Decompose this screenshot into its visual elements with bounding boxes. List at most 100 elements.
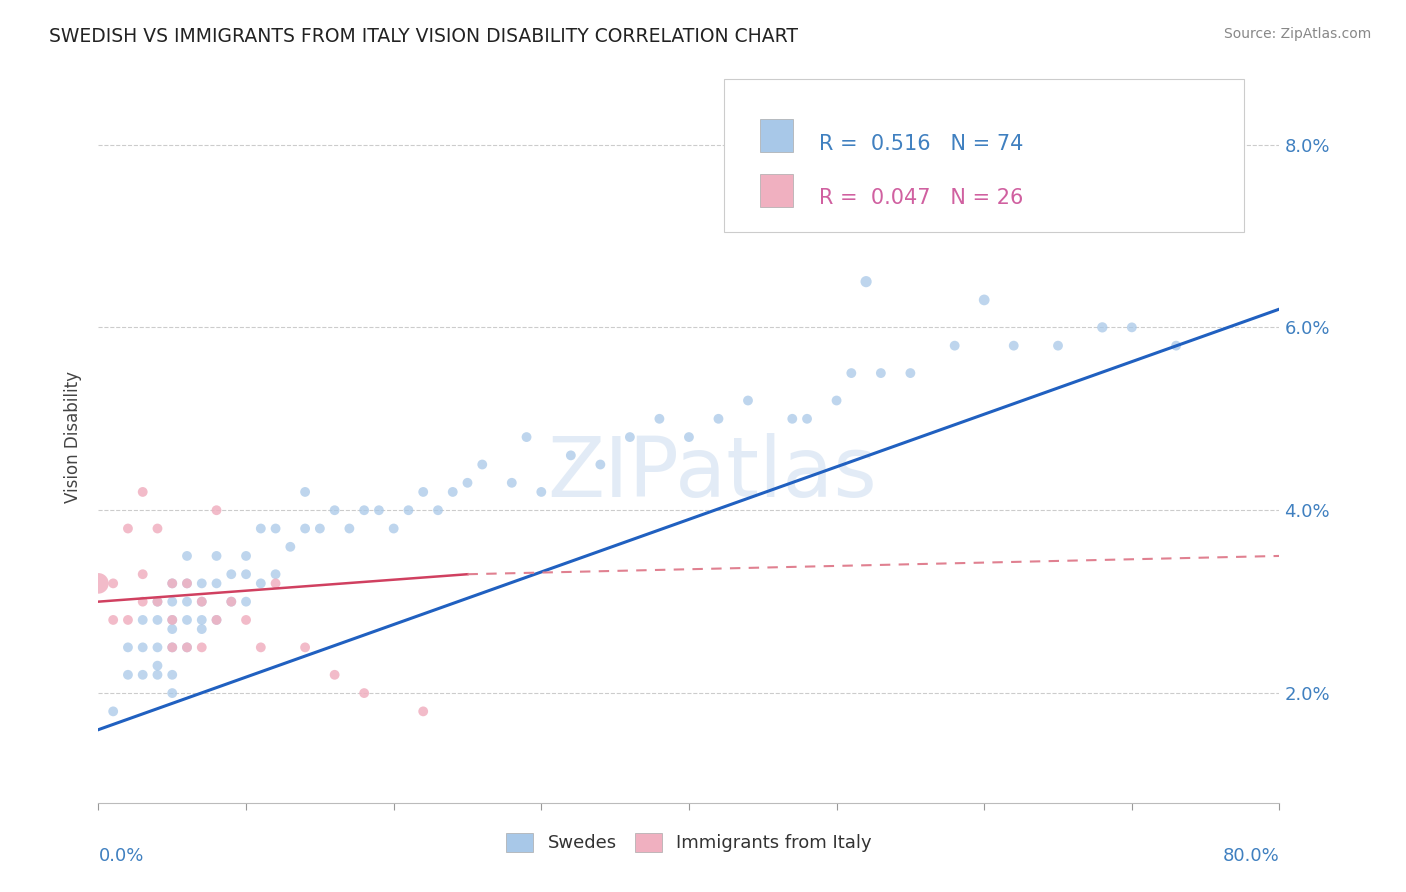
Point xyxy=(205,576,228,591)
Point xyxy=(530,485,553,500)
Point xyxy=(162,686,183,700)
Point xyxy=(176,576,198,591)
Text: SWEDISH VS IMMIGRANTS FROM ITALY VISION DISABILITY CORRELATION CHART: SWEDISH VS IMMIGRANTS FROM ITALY VISION … xyxy=(49,27,799,45)
Point xyxy=(560,448,582,462)
Point xyxy=(309,521,332,535)
Point xyxy=(162,613,183,627)
Point xyxy=(162,640,183,655)
Point xyxy=(176,640,198,655)
Point xyxy=(162,613,183,627)
Point xyxy=(146,594,169,608)
Point xyxy=(162,667,183,682)
Point xyxy=(117,667,139,682)
FancyBboxPatch shape xyxy=(724,78,1244,232)
Point xyxy=(250,576,273,591)
Point xyxy=(441,485,464,500)
Point xyxy=(117,640,139,655)
Point xyxy=(825,393,848,408)
Point xyxy=(589,458,612,472)
Point xyxy=(294,485,316,500)
Point xyxy=(1046,338,1070,352)
Point xyxy=(132,640,155,655)
Point xyxy=(221,594,243,608)
Point xyxy=(87,576,110,591)
Point xyxy=(1002,338,1025,352)
Point xyxy=(146,658,169,673)
Point xyxy=(191,622,214,636)
Point xyxy=(294,521,316,535)
Point xyxy=(900,366,922,380)
Point xyxy=(1091,320,1114,334)
Point xyxy=(707,412,730,426)
Point xyxy=(191,576,214,591)
Point xyxy=(146,594,169,608)
Point xyxy=(855,275,877,289)
Point xyxy=(457,475,479,490)
Point xyxy=(353,686,375,700)
Point xyxy=(176,594,198,608)
Point xyxy=(973,293,995,307)
Point xyxy=(264,576,287,591)
Point xyxy=(146,640,169,655)
Legend: Swedes, Immigrants from Italy: Swedes, Immigrants from Italy xyxy=(499,826,879,860)
Point xyxy=(250,640,273,655)
Point xyxy=(427,503,450,517)
Point xyxy=(205,549,228,563)
Point xyxy=(205,503,228,517)
Point xyxy=(870,366,893,380)
Point xyxy=(943,338,966,352)
Point xyxy=(1121,320,1143,334)
Point xyxy=(339,521,361,535)
Point xyxy=(323,667,346,682)
Text: 0.0%: 0.0% xyxy=(98,847,143,864)
Point xyxy=(221,567,243,582)
Y-axis label: Vision Disability: Vision Disability xyxy=(65,371,83,503)
Point xyxy=(162,594,183,608)
Point xyxy=(412,485,434,500)
Point xyxy=(1166,338,1188,352)
Point xyxy=(235,594,257,608)
Point xyxy=(162,576,183,591)
Point xyxy=(412,705,434,719)
Point xyxy=(117,613,139,627)
Point xyxy=(235,613,257,627)
Point xyxy=(103,705,125,719)
Point xyxy=(176,576,198,591)
Text: R =  0.516   N = 74: R = 0.516 N = 74 xyxy=(818,134,1024,153)
Point xyxy=(737,393,759,408)
Text: 80.0%: 80.0% xyxy=(1223,847,1279,864)
Point xyxy=(221,594,243,608)
Point xyxy=(146,613,169,627)
Point xyxy=(264,521,287,535)
Point xyxy=(162,576,183,591)
Point xyxy=(117,521,139,535)
Point xyxy=(191,640,214,655)
FancyBboxPatch shape xyxy=(759,174,793,207)
Text: R =  0.047   N = 26: R = 0.047 N = 26 xyxy=(818,188,1024,209)
Point xyxy=(825,211,848,225)
Point xyxy=(323,503,346,517)
Point xyxy=(176,613,198,627)
Point xyxy=(782,183,804,197)
Point xyxy=(191,613,214,627)
Point xyxy=(280,540,302,554)
Point xyxy=(353,503,375,517)
Point xyxy=(205,613,228,627)
Point xyxy=(471,458,494,472)
Point xyxy=(146,667,169,682)
Point xyxy=(796,412,818,426)
FancyBboxPatch shape xyxy=(759,119,793,152)
Point xyxy=(678,430,700,444)
Point xyxy=(132,567,155,582)
Point xyxy=(191,594,214,608)
Point xyxy=(103,576,125,591)
Point xyxy=(176,549,198,563)
Point xyxy=(619,430,641,444)
Point xyxy=(782,412,804,426)
Point xyxy=(398,503,420,517)
Point xyxy=(235,549,257,563)
Point xyxy=(235,567,257,582)
Point xyxy=(162,640,183,655)
Point xyxy=(841,366,863,380)
Point xyxy=(132,613,155,627)
